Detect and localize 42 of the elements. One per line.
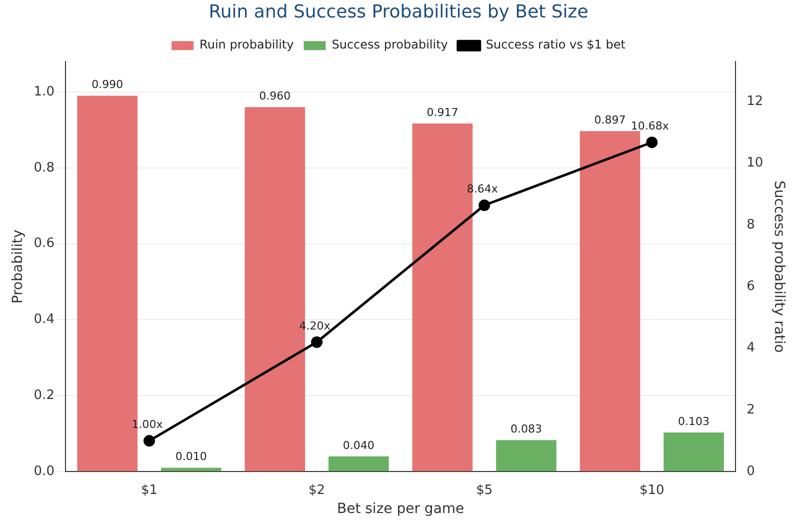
y2-tick-label: 2 <box>746 402 755 418</box>
bar <box>664 432 724 472</box>
legend-label: Success probability <box>332 38 448 52</box>
data-label: 0.960 <box>259 90 291 103</box>
x-tick-label: $2 <box>308 482 326 498</box>
y-axis-title: Probability <box>10 230 26 304</box>
x-tick-label: $1 <box>140 482 158 498</box>
x-tick-label: $10 <box>639 482 664 498</box>
x-axis-title: Bet size per game <box>336 501 464 518</box>
data-label: 0.103 <box>678 414 710 428</box>
x-tick-label: $5 <box>476 482 493 498</box>
y2-tick-label: 6 <box>746 279 755 294</box>
point <box>311 336 323 348</box>
y-tick-label: 1.0 <box>34 84 54 100</box>
y2-axis-title: Success probability ratio <box>770 180 787 353</box>
point <box>478 200 490 212</box>
y2-tick-label: 10 <box>746 156 764 171</box>
legend-label: Ruin probability <box>200 38 294 52</box>
y-tick-label: 0.6 <box>34 236 54 252</box>
data-label: 0.897 <box>594 113 626 126</box>
y-tick-label: 0.8 <box>34 160 54 176</box>
point <box>144 435 155 447</box>
legend-label: Success ratio vs $1 bet <box>486 38 626 52</box>
data-label: 0.083 <box>510 422 542 436</box>
y-tick-label: 0.0 <box>34 464 54 479</box>
point <box>646 136 658 148</box>
chart-title: Ruin and Success Probabilities by Bet Size <box>208 1 588 22</box>
bar <box>328 456 389 472</box>
bar <box>160 468 222 472</box>
bar <box>496 440 556 472</box>
data-label: 10.68x <box>630 120 670 133</box>
y-tick-label: 0.4 <box>34 312 54 328</box>
data-label: 0.010 <box>175 450 207 464</box>
data-label: 0.990 <box>92 78 124 92</box>
y2-tick-label: 8 <box>746 217 755 232</box>
data-label: 0.917 <box>426 106 458 119</box>
y2-tick-label: 0 <box>746 464 755 479</box>
y-tick-label: 0.2 <box>34 388 54 404</box>
data-label: 0.040 <box>342 438 374 452</box>
y2-tick-label: 4 <box>746 340 755 356</box>
y2-tick-label: 12 <box>746 94 764 110</box>
bar <box>580 131 640 472</box>
